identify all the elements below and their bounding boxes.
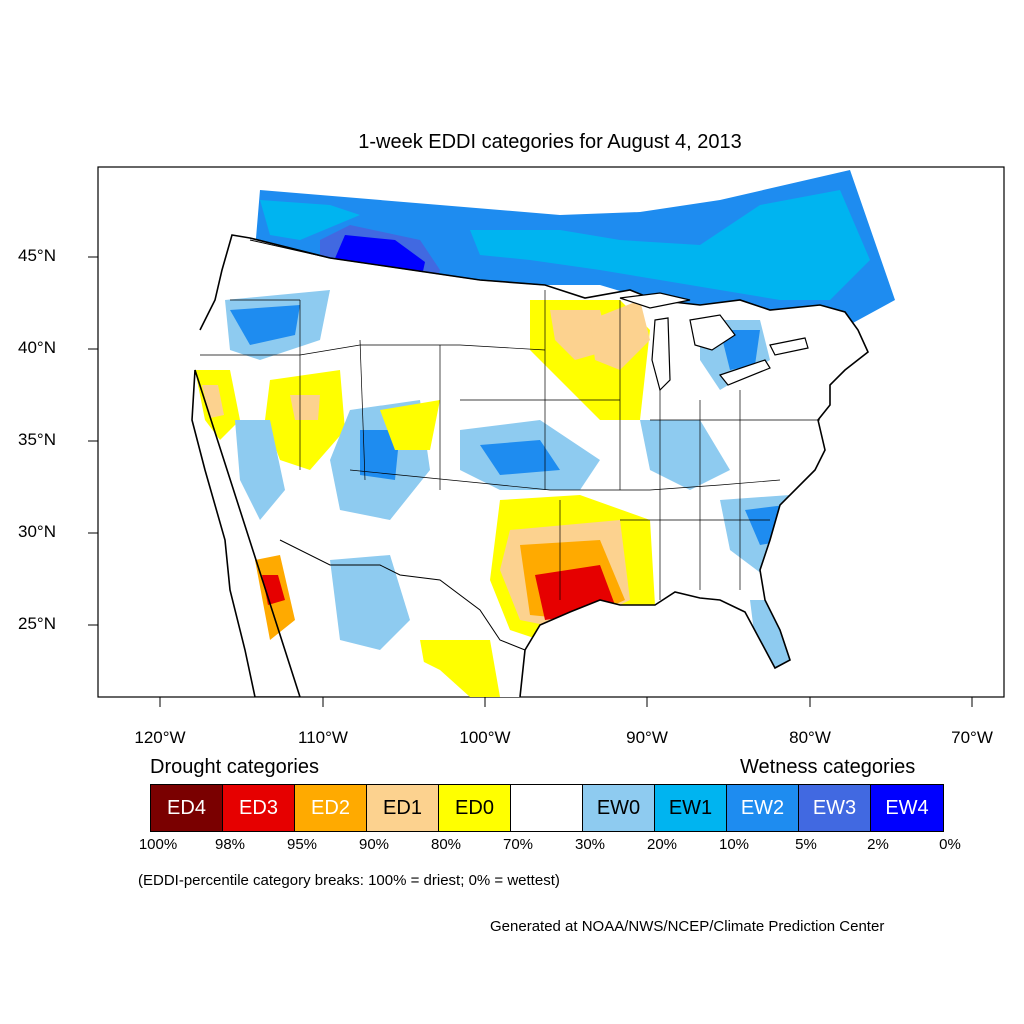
socal-ew0-region [235, 420, 285, 520]
percent-break-label: 100% [138, 836, 178, 853]
michigan-ew2-region [720, 330, 760, 370]
percent-break-label: 10% [718, 836, 750, 853]
lat-label-25: 25°N [18, 614, 56, 633]
colorado-ew2-region [360, 430, 400, 480]
lon-label-110: 110°W [298, 728, 348, 747]
percent-break-label: 80% [430, 836, 462, 853]
drought-heading: Drought categories [150, 756, 319, 778]
lon-label-100: 100°W [459, 728, 511, 747]
axis-ticks [88, 256, 973, 707]
wetness-heading: Wetness categories [740, 756, 916, 778]
legend-cell-neutral [511, 785, 583, 831]
percent-break-label: 95% [286, 836, 318, 853]
state-boundaries [200, 290, 820, 600]
lon-label-80: 80°W [789, 728, 831, 747]
legend-cell-ed2: ED2 [295, 785, 367, 831]
california-ed1-region [202, 385, 224, 418]
percent-break-label: 2% [867, 836, 889, 853]
oregon-ew2-region [230, 305, 300, 345]
canada-border [249, 239, 546, 286]
category-note: (EDDI-percentile category breaks: 100% =… [138, 872, 560, 889]
credit-line: Generated at NOAA/NWS/NCEP/Climate Predi… [490, 918, 885, 935]
lat-label-45: 45°N [18, 246, 56, 265]
legend-cell-ed1: ED1 [367, 785, 439, 831]
percent-break-label: 5% [795, 836, 817, 853]
percent-break-label: 70% [502, 836, 534, 853]
percent-break-label: 30% [574, 836, 606, 853]
map-title: 1-week EDDI categories for August 4, 201… [358, 131, 742, 153]
lon-label-70: 70°W [951, 728, 993, 747]
legend-cell-ed4: ED4 [151, 785, 223, 831]
mexico-border [279, 539, 526, 651]
canada-ew1-region [470, 190, 870, 300]
legend-cell-ew1: EW1 [655, 785, 727, 831]
percent-break-label: 0% [939, 836, 961, 853]
lat-label-40: 40°N [18, 338, 56, 357]
legend-cell-ew3: EW3 [799, 785, 871, 831]
percent-break-label: 98% [214, 836, 246, 853]
legend-cell-ed0: ED0 [439, 785, 511, 831]
percent-break-label: 20% [646, 836, 678, 853]
legend-cell-ew4: EW4 [871, 785, 943, 831]
lat-label-35: 35°N [18, 430, 56, 449]
nevada-ed1-region [290, 395, 320, 420]
bc-ew1-region [260, 200, 360, 240]
legend-cell-ew2: EW2 [727, 785, 799, 831]
legend-cell-ew0: EW0 [583, 785, 655, 831]
legend-cell-ed3: ED3 [223, 785, 295, 831]
lon-label-90: 90°W [626, 728, 668, 747]
mexico-ew0-region [330, 555, 410, 650]
percent-break-label: 90% [358, 836, 390, 853]
ohio-valley-ew0-region [640, 420, 730, 490]
lat-label-30: 30°N [18, 522, 56, 541]
colorado-ed0-region [380, 400, 440, 450]
lon-label-120: 120°W [134, 728, 186, 747]
great-lakes [619, 292, 809, 392]
kansas-ew2-region [480, 440, 560, 475]
legend-color-bar: ED4 ED3 ED2 ED1 ED0 EW0 EW1 EW2 EW3 EW4 [150, 784, 944, 832]
